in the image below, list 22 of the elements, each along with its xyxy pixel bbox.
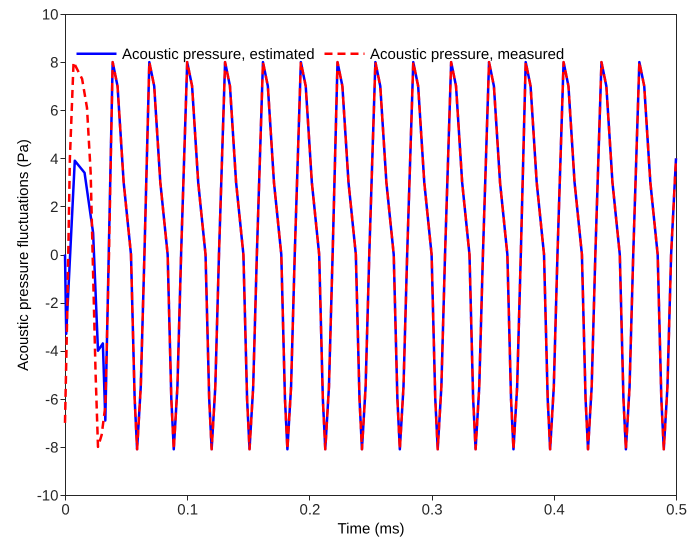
y-tick-label: -6	[45, 391, 58, 408]
y-tick-label: -4	[45, 343, 58, 360]
legend-label: Acoustic pressure, estimated	[122, 46, 315, 63]
line-series	[64, 60, 678, 451]
x-tick-label: 0.5	[666, 502, 687, 518]
legend-label: Acoustic pressure, measured	[370, 46, 564, 63]
y-tick-label: 4	[50, 150, 58, 168]
y-tick-label: -10	[36, 488, 58, 504]
x-tick-label: 0	[61, 502, 70, 518]
y-tick-label: 10	[42, 6, 58, 24]
y-tick-label: 6	[50, 102, 58, 120]
y-tick-label: 8	[50, 54, 58, 72]
x-tick-label: 0.4	[544, 502, 565, 518]
y-tick-label: -2	[45, 295, 58, 312]
y-tick-label: 2	[50, 198, 58, 216]
y-tick-label: -8	[45, 439, 58, 456]
y-axis-title: Acoustic pressure fluctuations (Pa)	[14, 139, 32, 371]
x-axis-title: Time (ms)	[338, 520, 404, 538]
x-tick-label: 0.1	[177, 502, 198, 518]
y-tick-label: 0	[50, 247, 58, 264]
x-tick-label: 0.3	[422, 502, 443, 518]
x-tick-label: 0.2	[299, 502, 320, 518]
